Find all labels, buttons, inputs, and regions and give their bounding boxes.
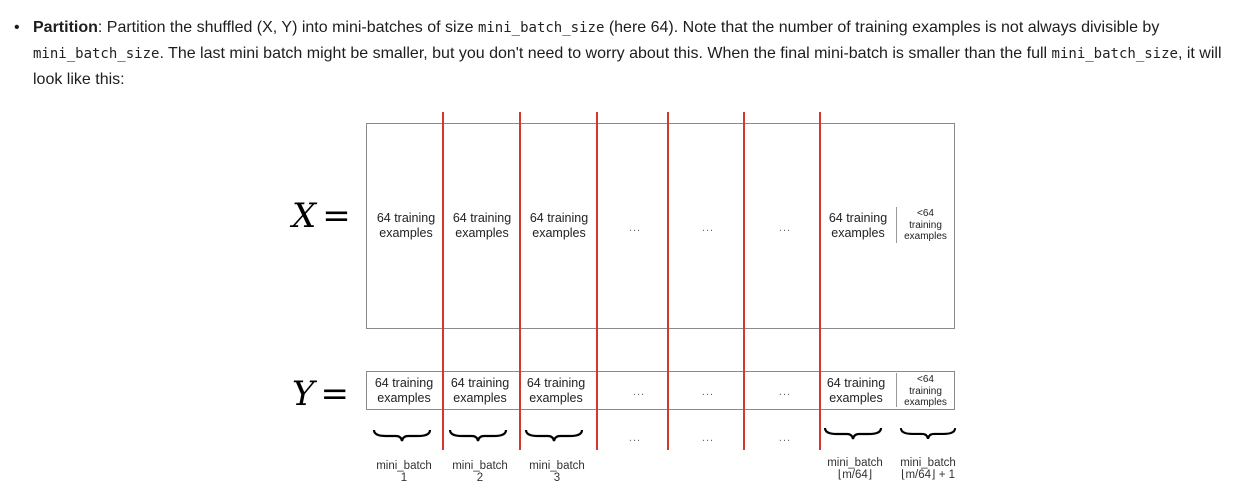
para-text-3: . The last mini batch might be smaller, …	[159, 45, 1052, 62]
partition-divider-6	[819, 112, 821, 450]
para-text-1: : Partition the shuffled (X, Y) into min…	[97, 19, 478, 36]
y-cell-n: 64 training examples	[826, 376, 886, 405]
partition-term: Partition	[33, 19, 98, 36]
brace-icon-3	[524, 429, 584, 442]
x-cell-last: <64 training examples	[904, 208, 947, 242]
brace-ellipsis-2: ...	[701, 432, 715, 444]
brace-icon-n	[823, 427, 883, 440]
y-cell-2: 64 training examples	[450, 376, 510, 405]
x-cell-3: 64 training examples	[529, 211, 589, 240]
code-mini-batch-size-1: mini_batch_size	[477, 20, 605, 36]
y-ellipsis-3: ...	[778, 386, 792, 398]
y-cell-1: 64 training examples	[374, 376, 434, 405]
x-cell-n: 64 training examples	[828, 211, 888, 240]
x-ellipsis-1: ...	[628, 222, 642, 234]
x-cell-2: 64 training examples	[452, 211, 512, 240]
brace-icon-last	[899, 428, 957, 440]
y-cell-last: <64 training examples	[904, 374, 947, 408]
y-ellipsis-2: ...	[701, 386, 715, 398]
mini-batch-label-1: mini_batch 1	[376, 460, 432, 484]
x-ellipsis-3: ...	[778, 222, 792, 234]
para-text-2: (here 64). Note that the number of train…	[604, 19, 1160, 36]
y-cell-3: 64 training examples	[526, 376, 586, 405]
mini-batch-label-last: mini_batch ⌊m/64⌋ + 1	[900, 457, 956, 481]
y-matrix-label: Y =	[292, 374, 349, 414]
partition-divider-1	[442, 112, 444, 450]
code-mini-batch-size-3: mini_batch_size	[1051, 46, 1178, 62]
x-matrix-label: X =	[292, 196, 351, 236]
partition-divider-4	[667, 112, 669, 450]
mini-batch-label-2: mini_batch 2	[452, 460, 508, 484]
mini-batch-label-3: mini_batch 3	[529, 460, 585, 484]
partition-bullet: • Partition: Partition the shuffled (X, …	[12, 15, 1248, 93]
code-mini-batch-size-2: mini_batch_size	[33, 46, 160, 62]
para-text-4: , it will look like this:	[33, 45, 1222, 88]
bullet-marker: •	[14, 19, 20, 36]
x-ellipsis-2: ...	[701, 222, 715, 234]
x-cell-1: 64 training examples	[376, 211, 436, 240]
partition-divider-2	[519, 112, 521, 450]
y-ellipsis-1: ...	[632, 386, 646, 398]
partition-divider-3	[596, 112, 598, 450]
y-matrix-box	[366, 371, 955, 410]
partition-paragraph: Partition: Partition the shuffled (X, Y)…	[33, 15, 1248, 93]
brace-ellipsis-1: ...	[628, 432, 642, 444]
brace-icon-2	[448, 429, 508, 442]
partition-divider-5	[743, 112, 745, 450]
brace-ellipsis-3: ...	[778, 432, 792, 444]
brace-icon-1	[372, 429, 432, 442]
y-last-cell-separator	[896, 373, 897, 407]
mini-batch-label-n: mini_batch ⌊m/64⌋	[827, 457, 883, 481]
x-last-cell-separator	[896, 207, 897, 243]
x-matrix-box	[366, 123, 955, 329]
